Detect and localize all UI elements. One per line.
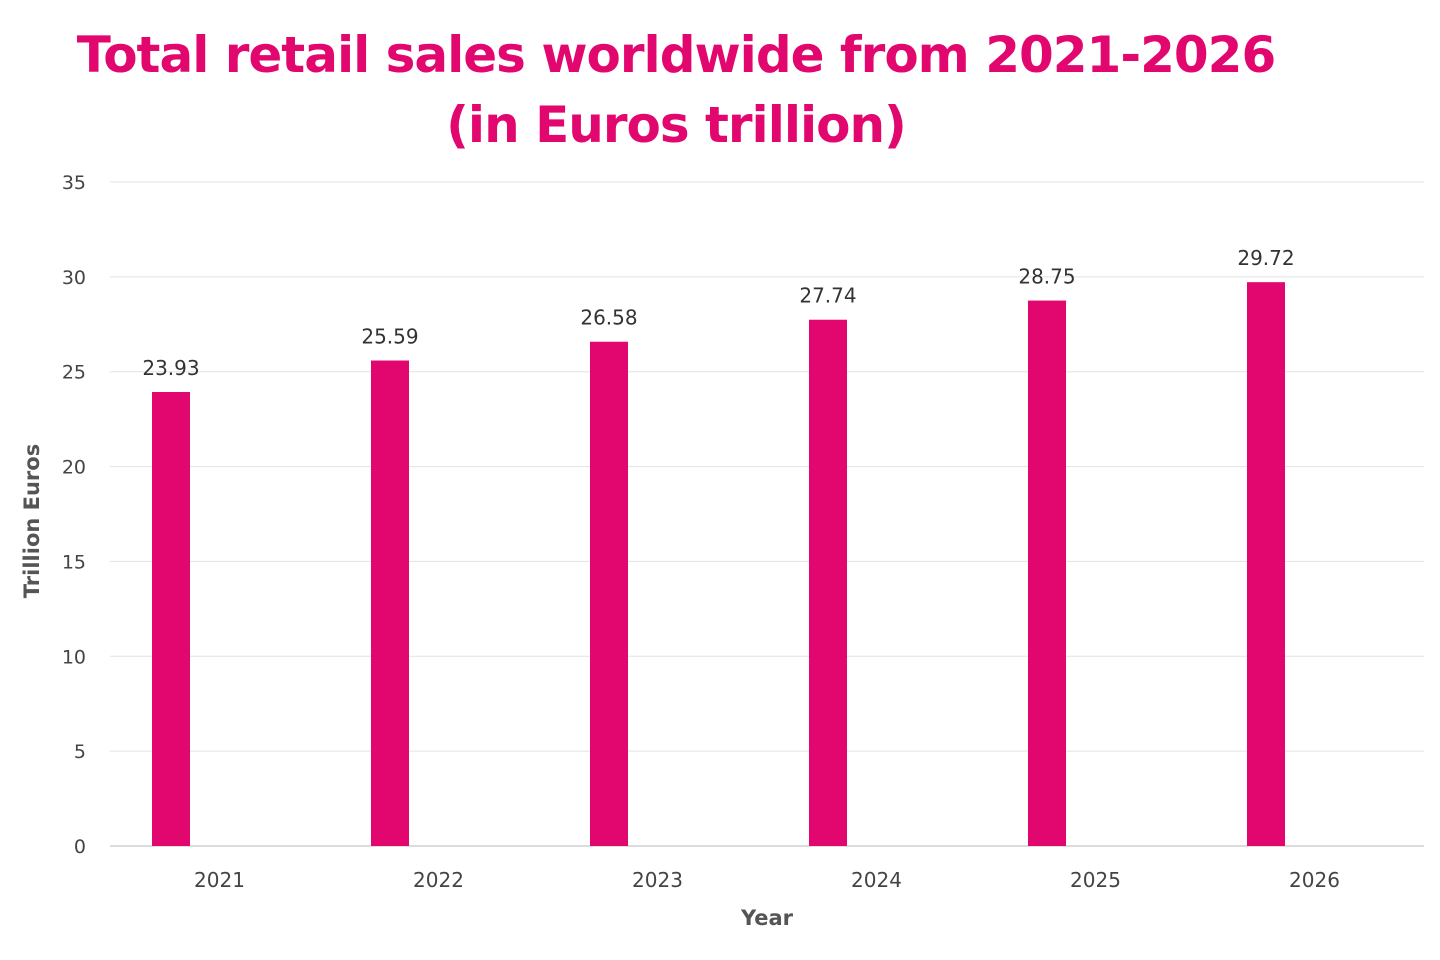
y-tick-label: 20 [62,457,86,479]
y-tick-label: 10 [62,646,86,668]
bar [371,360,409,846]
y-axis-label: Trillion Euros [20,444,44,598]
x-tick-label: 2025 [1070,868,1121,892]
bar [1028,300,1066,847]
y-tick-label: 5 [74,741,86,763]
x-tick-label: 2021 [194,868,245,892]
y-tick-label: 15 [62,551,86,573]
data-label: 26.58 [580,306,637,330]
data-label: 27.74 [799,284,856,308]
data-label: 25.59 [361,325,418,349]
x-axis-label: Year [740,906,794,930]
x-tick-label: 2026 [1289,868,1340,892]
y-tick-label: 35 [62,172,86,194]
chart-title-line1: Total retail sales worldwide from 2021-2… [76,26,1277,84]
x-tick-label: 2022 [413,868,464,892]
bar [152,392,190,846]
bar [1247,282,1285,846]
bar [809,319,847,847]
y-tick-label: 30 [62,267,86,289]
chart-title-line2: (in Euros trillion) [446,96,907,154]
data-label: 23.93 [142,356,199,380]
x-tick-label: 2024 [851,868,902,892]
bar [590,341,628,846]
data-label: 28.75 [1018,265,1075,289]
x-tick-label: 2023 [632,868,683,892]
data-label: 29.72 [1237,246,1294,270]
y-tick-label: 25 [62,362,86,384]
y-tick-label: 0 [74,836,86,858]
chart-title: Total retail sales worldwide from 2021-2… [0,20,1352,160]
